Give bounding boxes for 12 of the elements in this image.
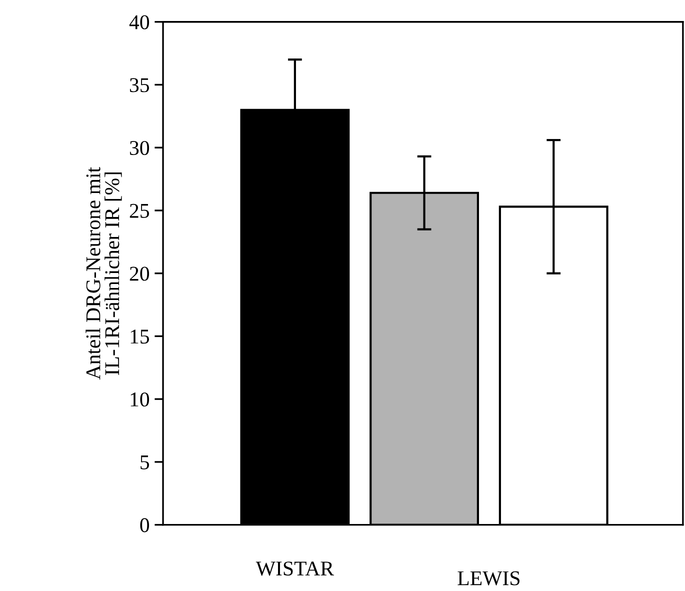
y-tick-label: 15 [130,330,150,344]
y-tick-label: 25 [130,204,150,218]
y-tick-label: 5 [140,456,150,470]
text: LEWIS [458,571,520,586]
y-tick-label: 20 [130,266,150,281]
x-tick-label: WISTAR [256,562,334,576]
y-axis-title: Anteil DRG-Neurone mit IL-1RI-ähnlicher IR [%] [86,167,122,380]
y-tick-label: 40 [129,15,150,30]
y-tick-label: 35 [130,78,150,92]
y-tick-label: 10 [130,392,150,407]
y-tick-label: 0 [140,518,150,532]
y-tick-label: 30 [130,140,150,156]
